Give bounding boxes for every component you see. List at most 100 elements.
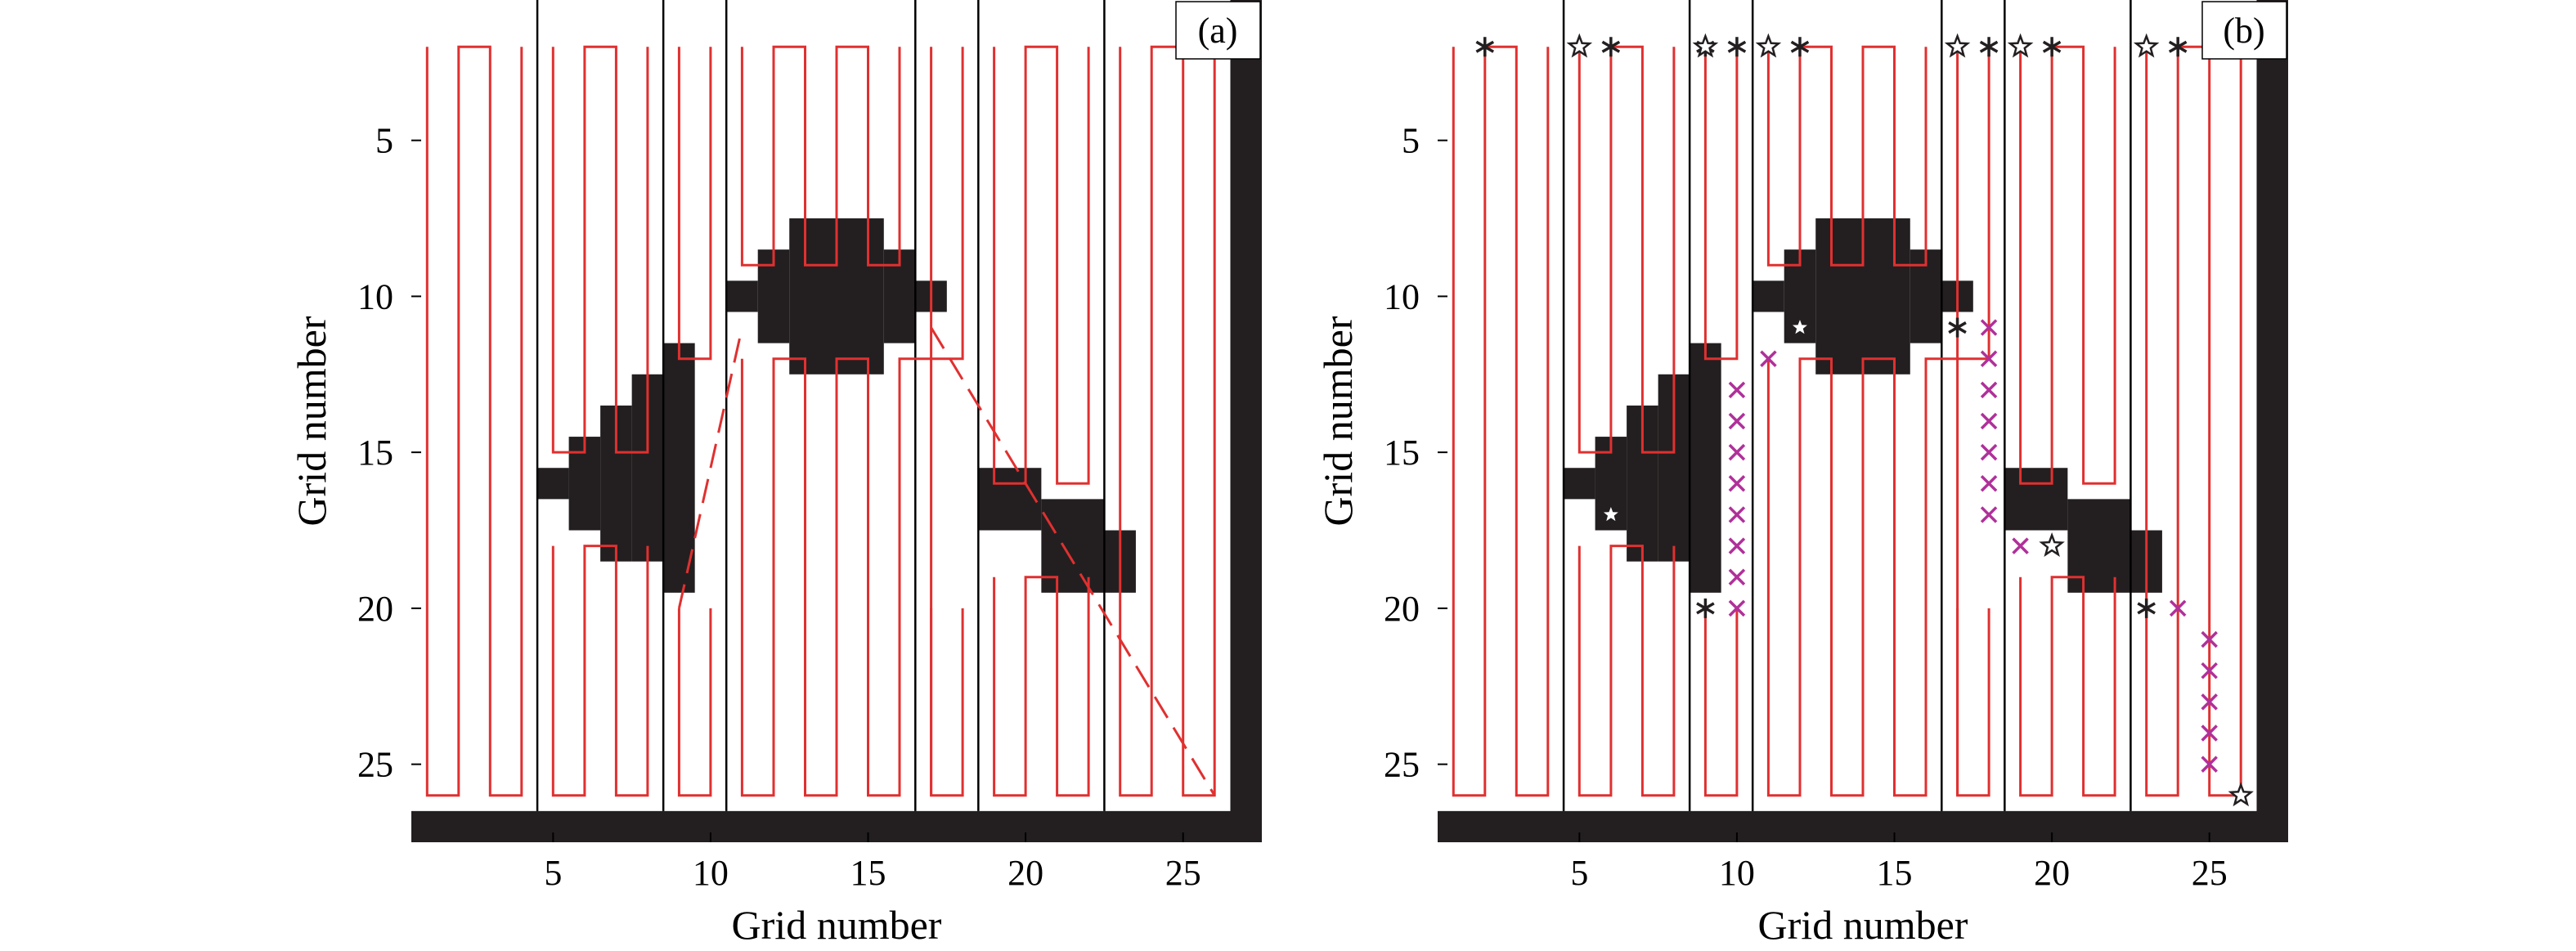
asterisk-marker [2042,37,2062,57]
cross-marker-stroke [1980,475,1998,492]
cross-marker-stroke [2201,662,2218,680]
x-tick-label: 15 [1877,853,1913,893]
sweep-path [677,608,712,797]
cross-marker [2169,599,2187,617]
cross-marker [1728,506,1746,523]
obstacle-block [978,468,1042,531]
x-tick-label: 15 [850,853,886,893]
y-tick-label: 10 [357,276,393,316]
cross-marker-stroke [1728,412,1746,430]
cross-marker [2201,756,2218,773]
cross-marker-stroke [2201,630,2218,648]
cross-marker [2201,693,2218,711]
star-marker [2228,782,2254,807]
cross-marker [1980,381,1998,399]
x-tick-label: 25 [2192,853,2228,893]
cross-marker [1728,568,1746,585]
asterisk-marker [1948,317,1967,338]
y-axis-label: Grid number [289,316,334,526]
cross-marker [1728,381,1746,399]
star-marker [1566,33,1593,58]
cross-marker [1980,506,1998,523]
cross-marker-stroke [1728,443,1746,461]
sweep-path [1703,47,1739,361]
cross-marker-stroke [1980,350,1998,367]
star-marker [1944,33,1971,58]
y-tick-label: 20 [1384,589,1420,629]
sweep-path [993,576,1090,797]
cross-marker-stroke [1728,568,1746,585]
cross-marker [1760,350,1777,367]
star-marker [1755,33,1782,58]
sweep-path [425,45,523,797]
x-tick-label: 20 [2034,853,2070,893]
y-tick-label: 5 [1402,121,1420,161]
sweep-path [2019,576,2116,797]
star-marker [1692,33,1719,58]
sweep-path [1703,608,1739,797]
obstacle-block [1752,280,1784,312]
free-workspace [411,0,1231,811]
cross-marker [2201,724,2218,742]
sweep-path [551,545,649,797]
sweep-path [993,45,1090,485]
y-tick-label: 20 [357,589,393,629]
asterisk-marker [2137,598,2156,618]
asterisk-marker [1727,37,1747,57]
asterisk-marker [1790,37,1810,57]
y-tick-label: 15 [357,433,393,473]
asterisk-marker-stroke [1601,40,1621,53]
x-tick-label: 20 [1008,853,1043,893]
asterisk-marker-stroke [1979,40,1999,53]
sweep-path [2019,45,2116,485]
y-tick-label: 25 [1384,745,1420,785]
cross-marker-stroke [1728,537,1746,554]
cross-marker [2201,630,2218,648]
panel-b: (b) 5 10 15 20 25 5 10 15 20 25 Grid number Grid num… [1315,0,2288,948]
cross-marker-stroke [1728,381,1746,399]
y-tick-label: 5 [375,121,393,161]
cross-marker [2201,662,2218,680]
sweep-path [1956,47,1990,361]
x-tick-label: 25 [1165,853,1201,893]
cross-marker-stroke [2201,724,2218,742]
x-tick-label: 5 [1570,853,1588,893]
star-marker [1598,500,1624,526]
asterisk-marker-stroke [1790,40,1810,53]
obstacle-block [2004,468,2068,531]
obstacle-block [663,343,695,593]
asterisk-marker-stroke [1948,321,1967,334]
sweep-path [677,47,712,361]
sweep-path [1766,357,1959,797]
sweep-path [1766,45,1928,267]
sweep-path [1956,608,1990,797]
obstacle-block [1690,343,1721,593]
sweep-path [930,608,964,797]
sweep-path [1577,45,1676,454]
cross-marker-stroke [2201,693,2218,711]
y-tick-label: 15 [1384,433,1420,473]
cross-marker [1980,412,1998,430]
free-workspace [1438,0,2257,811]
cross-marker [1980,475,1998,492]
sweep-path [1119,45,1216,797]
asterisk-marker-stroke [1696,602,1715,615]
cross-marker [1728,537,1746,554]
asterisk-marker-stroke [2137,602,2156,615]
cross-marker [1728,599,1746,617]
obstacle-block [537,468,569,500]
x-axis-label: Grid number [1758,902,1968,948]
sweep-path [1452,45,1550,797]
panel-a: (a) 5 10 15 20 25 5 10 15 20 25 Grid number Grid num… [289,0,1262,948]
cross-marker-stroke [1728,506,1746,523]
sweep-path [740,357,933,797]
panel-label-box [1175,1,1261,60]
asterisk-marker-stroke [1727,40,1747,53]
asterisk-marker [2168,37,2188,57]
cross-marker [1980,443,1998,461]
y-tick-label: 25 [357,745,393,785]
y-tick-label: 10 [1384,276,1420,316]
cross-marker [1980,350,1998,367]
x-tick-label: 10 [693,853,729,893]
asterisk-marker-stroke [1475,40,1495,53]
